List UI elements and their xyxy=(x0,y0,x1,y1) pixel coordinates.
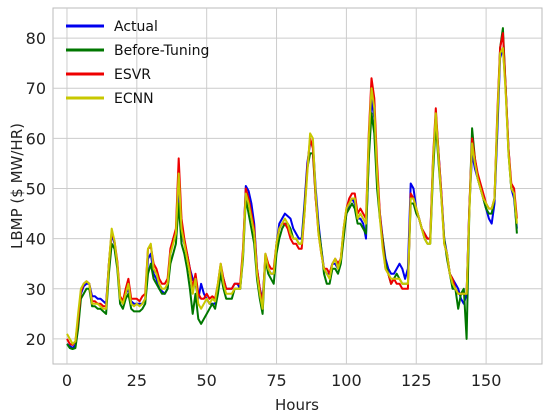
x-tick-label: 50 xyxy=(197,371,217,390)
series-line-ecnn xyxy=(66,47,518,345)
y-tick-labels: 20 30 40 50 60 70 80 xyxy=(26,29,46,349)
plot-background xyxy=(52,7,543,365)
legend-label: ECNN xyxy=(114,91,154,107)
legend-label: ESVR xyxy=(114,67,151,83)
y-tick-label: 70 xyxy=(26,79,46,98)
x-tick-labels: 0 25 50 75 100 125 150 xyxy=(62,371,502,390)
y-tick-label: 80 xyxy=(26,29,46,48)
series-lines xyxy=(66,27,518,350)
x-tick-label: 0 xyxy=(62,371,72,390)
x-tick-label: 125 xyxy=(401,371,432,390)
legend-label: Actual xyxy=(114,19,158,35)
y-tick-label: 40 xyxy=(26,230,46,249)
x-tick-label: 150 xyxy=(471,371,502,390)
x-tick-label: 75 xyxy=(266,371,286,390)
y-tick-label: 60 xyxy=(26,129,46,148)
x-tick-label: 100 xyxy=(331,371,362,390)
y-tick-label: 20 xyxy=(26,330,46,349)
y-tick-label: 30 xyxy=(26,280,46,299)
y-tick-label: 50 xyxy=(26,180,46,199)
legend-label: Before-Tuning xyxy=(114,43,209,59)
x-tick-label: 25 xyxy=(127,371,147,390)
legend: Actual Before-Tuning ESVR ECNN xyxy=(66,19,209,107)
x-axis-title: Hours xyxy=(275,396,319,414)
y-axis-title: LBMP ($ MW/HR) xyxy=(8,123,26,249)
grid-lines xyxy=(53,8,542,364)
